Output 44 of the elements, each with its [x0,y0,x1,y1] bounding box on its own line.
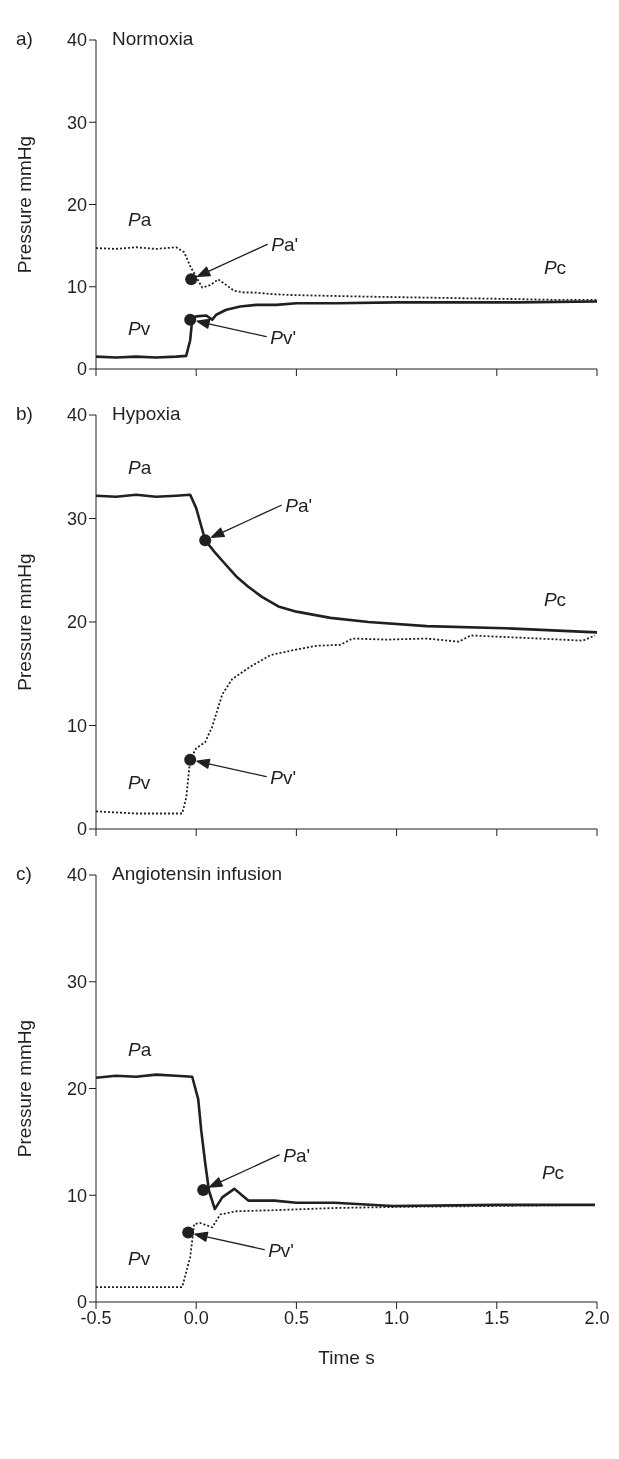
annotation: Pv' [270,766,297,788]
series-label: Pv [128,317,151,339]
series-label: Pa [128,1038,152,1060]
y-tick-label: 20 [66,194,87,215]
chart-title: Normoxia [112,28,194,50]
chart-title: Hypoxia [112,403,181,425]
x-axis-title: Time s [318,1347,375,1368]
annotation: Pc [543,256,567,278]
y-tick-label: 20 [66,612,87,633]
x-tick-label: 0.5 [283,1307,309,1328]
x-tick-label: 0.0 [183,1307,209,1328]
text: b) [16,403,33,425]
chart-title: Angiotensin infusion [112,863,283,885]
x-tick-label: 2.0 [584,1307,610,1328]
annotation: Pc [541,1161,565,1183]
series-label: Pv [128,1248,151,1270]
y-tick-label: 10 [66,277,87,298]
y-axis-title: Pressure mmHg [13,553,35,691]
annotation: Pv' [270,326,297,348]
y-tick-label: 0 [76,359,87,380]
y-tick-label: 30 [66,508,87,529]
y-tick-label: 40 [66,405,87,426]
y-tick-label: 30 [66,112,87,133]
y-tick-label: 40 [66,30,87,51]
series-label: Pv [128,772,151,794]
y-tick-label: 40 [66,865,87,886]
y-axis-title: Pressure mmHg [13,135,35,274]
series-label: Pa [128,456,152,478]
y-tick-label: 20 [66,1078,87,1099]
x-tick-label: 1.0 [384,1307,410,1328]
annotation: Pc [543,589,567,611]
x-tick-label: 1.5 [484,1307,510,1328]
y-axis-title: Pressure mmHg [13,1019,35,1158]
y-tick-label: 10 [66,715,87,736]
annotation: Pa' [285,495,313,517]
y-tick-label: 10 [66,1185,87,1206]
annotation: Pa' [283,1144,311,1166]
annotation: Pv' [268,1239,295,1261]
text: c) [16,863,32,885]
series-label: Pa [128,209,152,231]
text: a) [16,28,33,50]
y-tick-label: 0 [76,819,87,840]
y-tick-label: 30 [66,972,87,993]
annotation: Pa' [271,234,299,256]
